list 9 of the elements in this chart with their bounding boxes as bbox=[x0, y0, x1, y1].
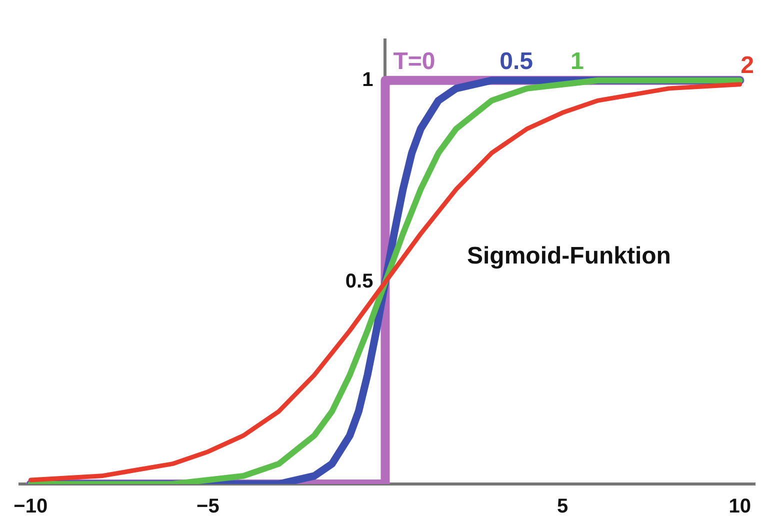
x-tick-label: −10 bbox=[14, 496, 48, 518]
series-label: T=0 bbox=[393, 48, 436, 75]
series-label: 2 bbox=[740, 52, 754, 80]
annotation: Sigmoid-Funktion bbox=[467, 242, 671, 270]
series-label: 1 bbox=[570, 48, 584, 75]
series-label: 0.5 bbox=[500, 48, 533, 75]
x-tick-label: 5 bbox=[556, 496, 568, 518]
x-tick-label: 10 bbox=[728, 496, 751, 518]
x-tick-label: −5 bbox=[196, 496, 220, 518]
